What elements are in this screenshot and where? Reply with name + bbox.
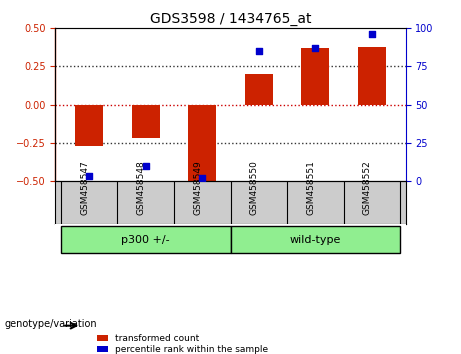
Text: GSM458551: GSM458551 — [306, 160, 315, 215]
Bar — [358, 47, 386, 104]
Text: GSM458550: GSM458550 — [250, 160, 259, 215]
Text: GSM458552: GSM458552 — [363, 160, 372, 215]
Bar — [131, 104, 160, 138]
Bar — [301, 48, 330, 104]
Text: GSM458549: GSM458549 — [193, 160, 202, 215]
Point — [142, 163, 149, 169]
Text: GSM458547: GSM458547 — [80, 160, 89, 215]
Bar — [245, 74, 273, 104]
Text: GSM458548: GSM458548 — [137, 160, 146, 215]
Text: p300 +/-: p300 +/- — [121, 235, 170, 245]
Text: wild-type: wild-type — [290, 235, 341, 245]
Point — [199, 175, 206, 181]
Point — [255, 48, 262, 54]
Text: transformed count: transformed count — [115, 333, 200, 343]
Point — [368, 32, 375, 37]
Text: genotype/variation: genotype/variation — [5, 319, 97, 329]
Text: percentile rank within the sample: percentile rank within the sample — [115, 345, 268, 354]
Bar — [188, 104, 216, 181]
FancyBboxPatch shape — [61, 226, 230, 253]
Title: GDS3598 / 1434765_at: GDS3598 / 1434765_at — [150, 12, 311, 26]
Point — [86, 173, 93, 179]
Point — [312, 45, 319, 51]
Bar — [75, 104, 103, 146]
FancyBboxPatch shape — [230, 226, 400, 253]
